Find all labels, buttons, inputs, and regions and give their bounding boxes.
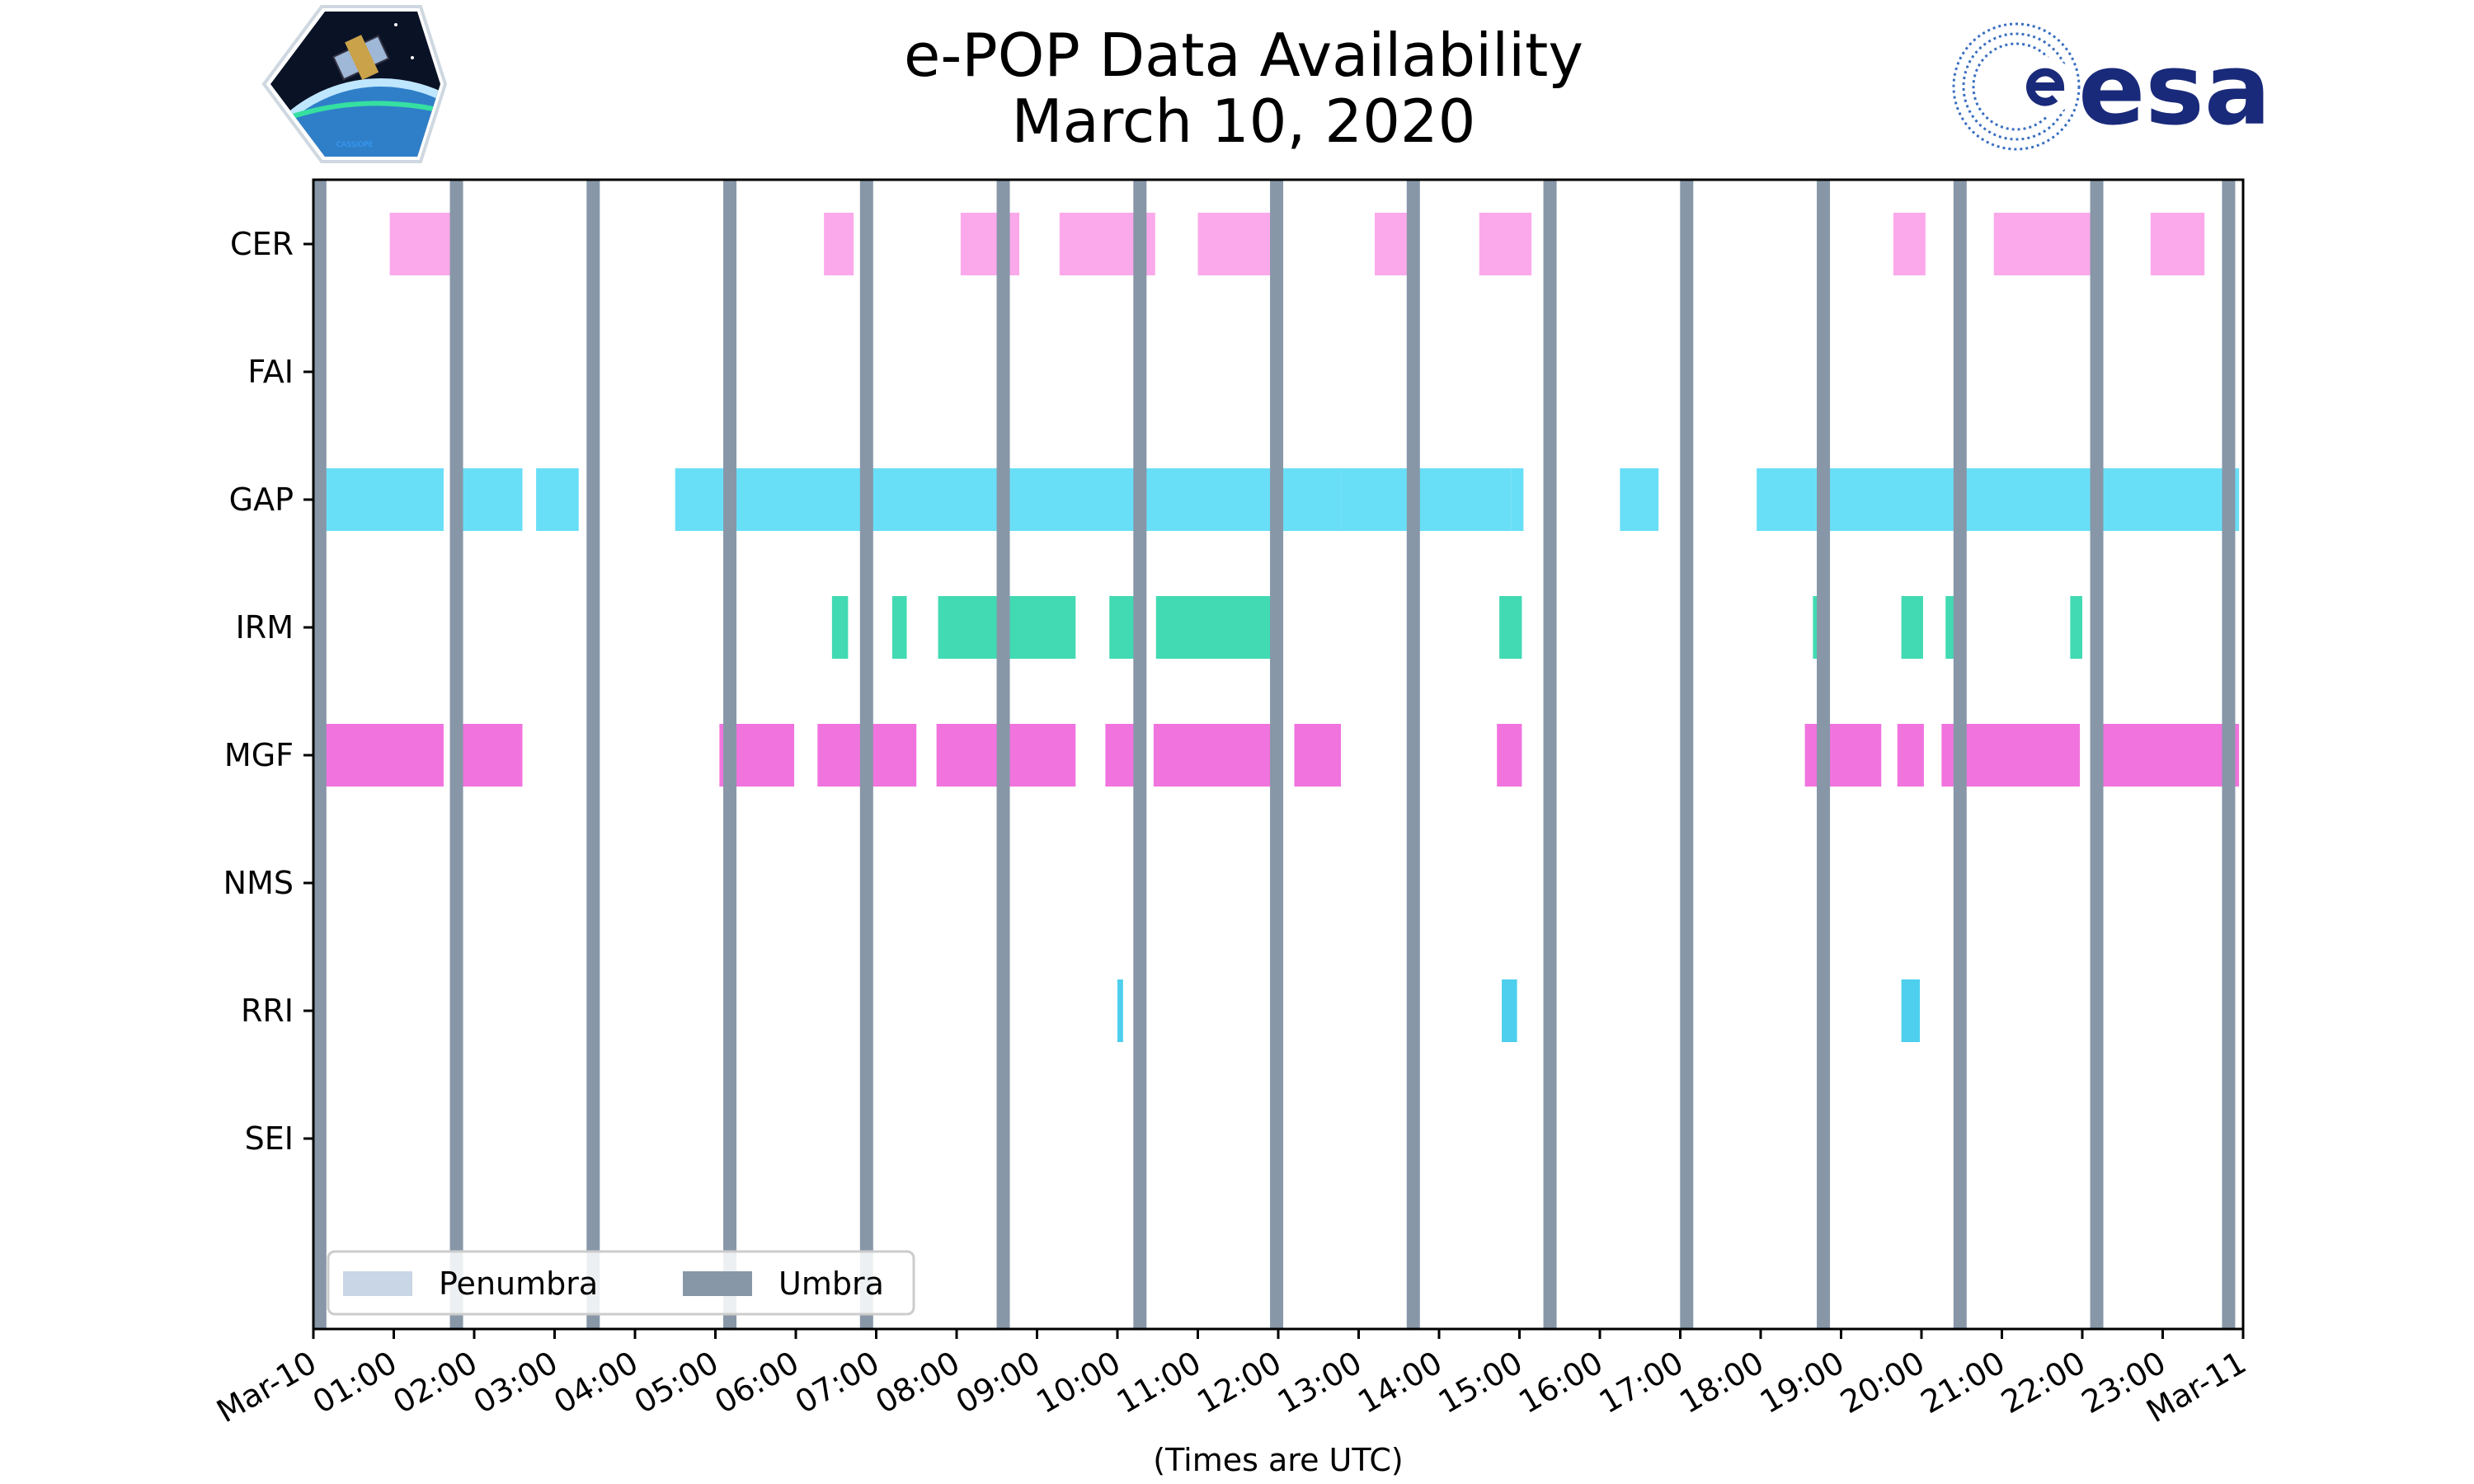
data-bar-mgf (1497, 724, 1522, 787)
chart-title-line-2: March 10, 2020 (1012, 87, 1476, 156)
y-tick-label: MGF (224, 737, 294, 773)
umbra-stripe (449, 180, 463, 1329)
x-tick-label: 02:00 (387, 1344, 483, 1421)
data-bar-cer (1197, 213, 1275, 275)
data-bar-gap (458, 468, 523, 531)
x-tick-label: 12:00 (1191, 1344, 1287, 1421)
data-bar-mgf (817, 724, 860, 787)
y-tick-label: IRM (236, 609, 294, 646)
data-bar-mgf (1294, 724, 1342, 787)
data-bar-cer (960, 213, 1020, 275)
data-bar-mgf (872, 724, 917, 787)
x-axis-label: (Times are UTC) (1153, 1442, 1403, 1478)
x-tick-label: 13:00 (1272, 1344, 1368, 1421)
y-tick-label: GAP (229, 481, 294, 518)
x-tick-label: 04:00 (548, 1344, 644, 1421)
data-bar-cer (824, 213, 854, 275)
x-tick-label: 06:00 (708, 1344, 805, 1421)
umbra-stripe (1406, 180, 1420, 1329)
umbra-stripe (1817, 180, 1831, 1329)
umbra-stripe (2222, 180, 2236, 1329)
umbra-stripe (1543, 180, 1557, 1329)
umbra-stripe (2090, 180, 2104, 1329)
data-bar-mgf (2098, 724, 2240, 787)
data-bar-mgf (1804, 724, 1882, 787)
data-bar-cer (1993, 213, 2092, 275)
data-bar-cer (1893, 213, 1926, 275)
y-tick-label: RRI (241, 993, 294, 1029)
data-bar-gap (536, 468, 579, 531)
y-tick-label: SEI (245, 1120, 294, 1157)
data-bar-gap (1341, 468, 1512, 531)
data-bar-gap (313, 468, 444, 531)
data-bar-mgf (460, 724, 523, 787)
umbra-stripe (586, 180, 600, 1329)
y-tick-label: NMS (223, 865, 294, 901)
data-bar-mgf (1897, 724, 1924, 787)
x-tick-label: 03:00 (468, 1344, 564, 1421)
esa-logo-text: esa (2078, 33, 2271, 148)
data-bar-irm (831, 596, 849, 659)
y-tick-label: CER (230, 226, 294, 262)
esa-logo: esa (1952, 22, 2271, 151)
umbra-stripe (1953, 180, 1967, 1329)
plot-area: CER FAI GAP IRM MGF NMS RRI SEI Mar-1001:0002:00… (210, 178, 2252, 1478)
x-tick-label: 18:00 (1673, 1344, 1770, 1421)
legend-label-umbra: Umbra (778, 1266, 884, 1302)
umbra-stripe (1680, 180, 1694, 1329)
data-bar-irm (1155, 596, 1277, 659)
x-tick-label: 08:00 (869, 1344, 966, 1421)
data-bar-irm (1901, 596, 1923, 659)
umbra-stripe (723, 180, 737, 1329)
x-tick-label: 05:00 (628, 1344, 725, 1421)
umbra-stripe (996, 180, 1010, 1329)
x-tick-label: 07:00 (789, 1344, 886, 1421)
cassiope-mission-logo: CASSIOPE (261, 5, 448, 163)
data-bar-mgf (313, 724, 444, 787)
x-tick-label: 22:00 (1995, 1344, 2091, 1421)
x-tick-label: 14:00 (1352, 1344, 1448, 1421)
esa-logo-swirl-icon (1952, 22, 2081, 151)
x-tick-label: 01:00 (307, 1344, 403, 1421)
data-bar-irm (1499, 596, 1522, 659)
umbra-stripe (1270, 180, 1284, 1329)
x-tick-label: 20:00 (1834, 1344, 1931, 1421)
data-bar-cer (2150, 213, 2205, 275)
umbra-stripe (313, 180, 327, 1329)
data-bar-rri (1901, 979, 1921, 1042)
cassiope-logo-text: CASSIOPE (336, 141, 374, 149)
x-tick-label: 11:00 (1111, 1344, 1207, 1421)
x-tick-label: 19:00 (1754, 1344, 1851, 1421)
legend-label-penumbra: Penumbra (439, 1266, 598, 1302)
legend-swatch-penumbra (343, 1271, 412, 1296)
legend-swatch-umbra (683, 1271, 752, 1296)
data-bar-rri (1117, 979, 1123, 1042)
x-tick-label: 15:00 (1432, 1344, 1529, 1421)
legend-box (327, 1250, 915, 1316)
data-bar-mgf (1153, 724, 1277, 787)
chart-title-line-1: e-POP Data Availability (904, 21, 1583, 90)
x-tick-label: 09:00 (950, 1344, 1047, 1421)
data-bar-cer (1375, 213, 1409, 275)
x-tick-label: 21:00 (1915, 1344, 2011, 1421)
data-bar-irm (2070, 596, 2082, 659)
data-bar-irm (892, 596, 907, 659)
data-bar-cer (389, 213, 452, 275)
data-bar-gap (1511, 468, 1524, 531)
data-bar-gap (1757, 468, 2240, 531)
x-tick-label: 10:00 (1030, 1344, 1126, 1421)
umbra-stripe (859, 180, 873, 1329)
x-tick-label: Mar-10 (210, 1344, 322, 1430)
y-tick-label: FAI (247, 354, 294, 390)
x-tick-label: 16:00 (1512, 1344, 1609, 1421)
data-bar-gap (1620, 468, 1659, 531)
x-tick-label: 17:00 (1593, 1344, 1690, 1421)
umbra-stripe (1133, 180, 1147, 1329)
data-bar-cer (1479, 213, 1532, 275)
data-bar-rri (1502, 979, 1517, 1042)
